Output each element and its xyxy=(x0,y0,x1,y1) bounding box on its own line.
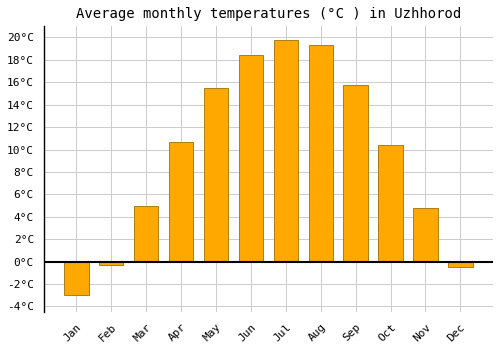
Bar xyxy=(414,208,438,261)
Bar xyxy=(169,142,194,261)
Title: Average monthly temperatures (°C ) in Uzhhorod: Average monthly temperatures (°C ) in Uz… xyxy=(76,7,461,21)
Bar xyxy=(134,205,158,261)
Bar xyxy=(274,40,298,261)
Bar xyxy=(238,55,263,261)
Bar xyxy=(448,261,472,267)
Bar xyxy=(204,88,228,261)
Bar xyxy=(99,261,124,265)
Bar xyxy=(308,45,333,261)
Bar xyxy=(344,85,368,261)
Bar xyxy=(64,261,88,295)
Bar xyxy=(378,145,403,261)
